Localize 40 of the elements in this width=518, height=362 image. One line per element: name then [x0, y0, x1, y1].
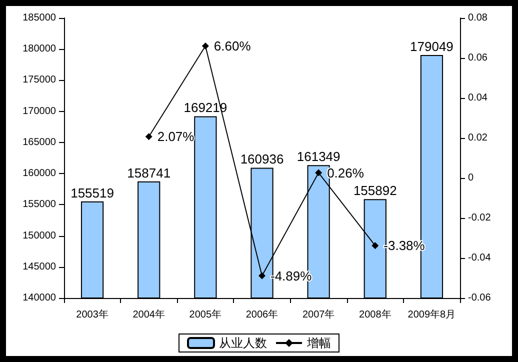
y2-tick-label: -0.06	[468, 292, 492, 304]
data-label: 179049	[410, 39, 454, 54]
data-label: 155892	[353, 183, 397, 198]
x-tick-label: 2004年	[132, 308, 165, 320]
y2-tick-label: -0.02	[468, 212, 492, 224]
x-tick-label: 2005年	[189, 308, 222, 320]
y2-tick-label: 0.08	[468, 12, 488, 24]
point	[145, 133, 152, 140]
y-tick-label: 185000	[22, 12, 56, 24]
y-tick-label: 170000	[22, 106, 56, 117]
data-label: 155519	[70, 185, 114, 200]
y2-tick-label: 0.02	[468, 132, 488, 144]
y2-tick-label: 0	[468, 172, 474, 184]
y-tick-label: 160000	[22, 168, 56, 180]
y-tick-label: 155000	[22, 199, 56, 210]
y2-tick-label: 0.06	[468, 52, 488, 64]
x-tick-label: 2008年	[359, 308, 392, 320]
data-label: 6.60%	[214, 38, 252, 54]
point	[372, 242, 379, 250]
y2-tick-label: 0.04	[468, 92, 488, 104]
x-tick-label: 2003年	[76, 308, 108, 320]
y-tick-label: 150000	[22, 230, 56, 242]
x-tick-label: 2006年	[246, 308, 278, 320]
y-tick-label: 140000	[22, 292, 56, 304]
y-tick-label: 145000	[22, 261, 56, 272]
y2-tick-label: -0.04	[468, 252, 492, 264]
data-label: 160936	[240, 152, 284, 167]
legend-label: 增幅	[306, 336, 331, 350]
point	[202, 42, 209, 50]
data-label: 158741	[127, 165, 171, 180]
data-label: 2.07%	[157, 129, 195, 144]
data-label: 161349	[296, 149, 340, 164]
point	[315, 169, 322, 176]
x-tick-label: 2007年	[302, 308, 335, 320]
x-tick-label: 2009年8月	[408, 308, 456, 320]
point	[258, 272, 266, 280]
y-tick-label: 165000	[22, 136, 56, 148]
y-tick-label: 180000	[22, 44, 56, 55]
y-tick-label: 175000	[22, 74, 56, 86]
legend-label: 从业人数	[219, 336, 267, 350]
